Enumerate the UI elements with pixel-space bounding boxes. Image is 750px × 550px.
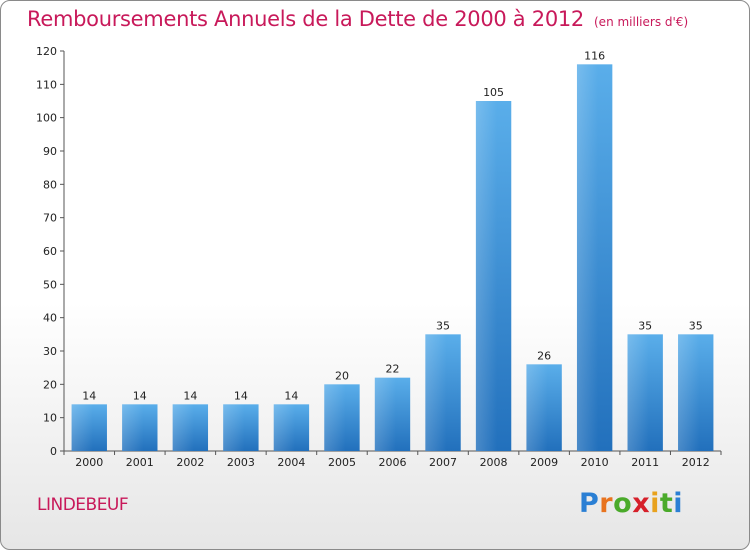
proxiti-logo-letter: o xyxy=(613,488,633,519)
proxiti-logo-letter: P xyxy=(579,488,600,519)
proxiti-logo-letter: i xyxy=(673,488,684,519)
bar-value-label: 14 xyxy=(133,389,147,402)
bar-value-label: 14 xyxy=(284,389,298,402)
bar-value-label: 26 xyxy=(537,349,551,362)
commune-name: LINDEBEUF xyxy=(37,495,129,515)
bar-value-label: 14 xyxy=(183,389,197,402)
bar-value-label: 35 xyxy=(689,319,703,332)
proxiti-logo-letter: i xyxy=(650,488,660,519)
bar-highlight xyxy=(425,334,461,451)
x-tick-label: 2004 xyxy=(277,456,305,469)
x-tick-label: 2002 xyxy=(176,456,204,469)
y-tick-label: 120 xyxy=(36,45,57,58)
chart-title: Remboursements Annuels de la Dette de 20… xyxy=(27,7,688,31)
bar-highlight xyxy=(71,404,107,451)
bar-highlight xyxy=(273,404,310,451)
bar-highlight xyxy=(526,364,562,451)
y-tick-label: 30 xyxy=(43,345,57,358)
bar-highlight xyxy=(172,404,209,451)
bar-highlight xyxy=(122,404,158,451)
bar-highlight xyxy=(475,101,512,451)
proxiti-logo-letter: x xyxy=(632,488,651,519)
y-tick-label: 50 xyxy=(43,278,57,291)
bar-value-label: 20 xyxy=(335,369,349,382)
bar-highlight xyxy=(324,384,360,451)
bar-value-label: 14 xyxy=(82,389,96,402)
y-tick-label: 100 xyxy=(36,112,57,125)
y-tick-label: 10 xyxy=(43,412,57,425)
bar-highlight xyxy=(374,377,411,451)
y-tick-label: 60 xyxy=(43,245,57,258)
proxiti-logo-letter: t xyxy=(659,488,674,519)
y-tick-label: 90 xyxy=(43,145,57,158)
x-tick-label: 2000 xyxy=(75,456,103,469)
x-tick-label: 2006 xyxy=(379,456,407,469)
proxiti-logo-letter: r xyxy=(599,488,614,519)
bar-value-label: 116 xyxy=(584,49,605,62)
x-tick-label: 2007 xyxy=(429,456,457,469)
y-tick-label: 70 xyxy=(43,212,57,225)
x-tick-label: 2001 xyxy=(126,456,154,469)
chart-title-main: Remboursements Annuels de la Dette de 20… xyxy=(27,7,584,31)
bar-highlight xyxy=(678,334,714,451)
bar-highlight xyxy=(627,334,663,451)
bar-highlight xyxy=(576,64,613,452)
y-tick-label: 110 xyxy=(36,78,57,91)
bar-value-label: 22 xyxy=(386,363,400,376)
x-tick-label: 2011 xyxy=(631,456,659,469)
bar-value-label: 14 xyxy=(234,389,248,402)
x-tick-label: 2009 xyxy=(530,456,558,469)
bars xyxy=(71,64,714,452)
x-tick-label: 2010 xyxy=(581,456,609,469)
proxiti-logo: Proxiti xyxy=(579,488,683,519)
x-tick-label: 2008 xyxy=(480,456,508,469)
y-tick-label: 40 xyxy=(43,312,57,325)
y-tick-label: 80 xyxy=(43,178,57,191)
axes: 0 10 20 30 40 50 60 70 80 90 100 110 120 2000 2001 2002… xyxy=(36,45,722,469)
x-tick-label: 2005 xyxy=(328,456,356,469)
bar-value-label: 35 xyxy=(436,319,450,332)
x-tick-label: 2012 xyxy=(682,456,710,469)
x-tick-label: 2003 xyxy=(227,456,255,469)
chart-subtitle: (en milliers d'€) xyxy=(594,15,689,29)
bar-value-label: 105 xyxy=(483,86,504,99)
value-labels: 14 14 14 14 14 20 22 35 105 26 116 35 35 xyxy=(82,49,702,402)
bar-value-label: 35 xyxy=(638,319,652,332)
y-tick-label: 0 xyxy=(50,445,57,458)
y-tick-label: 20 xyxy=(43,378,57,391)
bar-highlight xyxy=(223,404,259,451)
